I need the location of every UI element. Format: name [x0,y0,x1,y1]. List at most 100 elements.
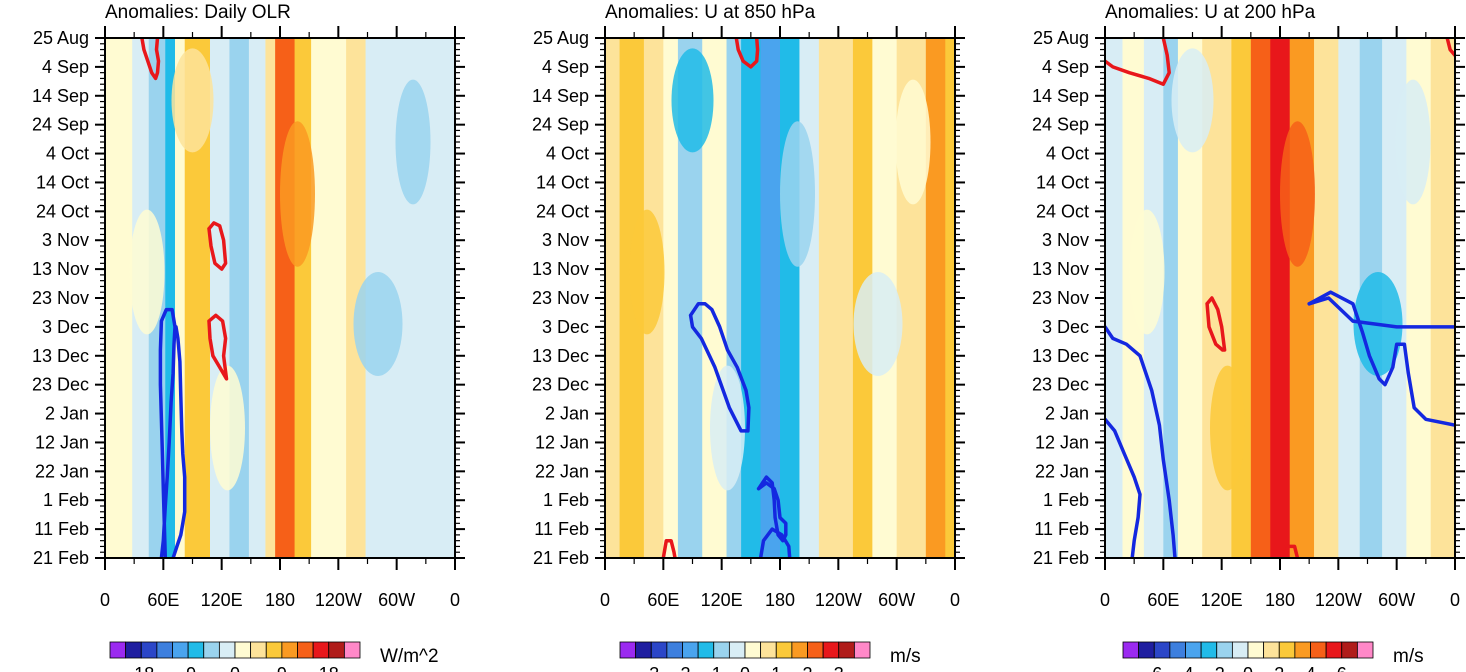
contour-negative-4 [1105,325,1177,558]
colorbar-swatch [140,641,158,659]
y-tick-label: 13 Dec [1032,346,1089,366]
x-tick-label: 60E [1147,590,1179,610]
colorbar-label: 0 [740,664,750,672]
band-3 [165,38,176,558]
band-15 [925,38,946,558]
band-0 [605,38,621,558]
y-tick-label: 21 Feb [533,548,589,568]
y-tick-label: 22 Jan [1035,461,1089,481]
panel-title: Anomalies: U at 200 hPa [1105,2,1316,23]
anomaly-patch-1 [780,121,815,267]
colorbar-swatch [650,641,668,659]
colorbar-swatch [1325,641,1343,659]
band-8 [248,38,266,558]
plot-area [105,38,455,558]
band-7 [1250,38,1271,558]
anomaly-patch-4 [1395,79,1431,205]
contour-negative-3 [158,307,177,558]
x-tick-label: 120E [701,590,743,610]
colorbar: -3 -2 -1 0 1 2 3 m/s [619,641,921,672]
colorbar-swatch [666,641,683,659]
colorbar-label: 0 [1243,664,1253,672]
anomaly-patch-0 [671,48,714,153]
y-tick-label: 3 Nov [1042,230,1089,250]
contour-negative-4 [758,527,792,558]
contour-negative-7 [1307,296,1455,329]
x-tick-label: 0 [950,590,960,610]
x-tick-label: 120E [201,590,243,610]
y-tick-label: 1 Feb [43,490,89,510]
colorbar-swatch [1169,641,1186,659]
colorbar-swatch [125,641,142,659]
colorbar-swatch [218,641,236,659]
colorbar-swatch [343,641,361,659]
x-tick-label: 120W [315,590,362,610]
contour-negative-2 [688,302,751,433]
y-tick-label: 14 Sep [1032,86,1089,106]
colorbar: -6 -4 -2 0 2 4 6 m/s [1122,641,1424,672]
y-tick-label: 12 Jan [1035,432,1089,452]
anomaly-patch-0 [1171,48,1214,153]
colorbar-label: 4 [1305,664,1315,672]
band-11 [818,38,854,558]
colorbar-swatch [697,641,715,659]
y-tick-label: 24 Sep [32,115,89,135]
contour-positive-0 [1105,38,1171,86]
band-8 [1270,38,1291,558]
band-10 [799,38,820,558]
band-16 [945,38,955,558]
anomaly-patch-1 [280,121,315,267]
colorbar-swatch [1231,641,1249,659]
y-tick-label: 23 Dec [1032,375,1089,395]
y-tick-label: 11 Feb [1034,519,1089,539]
band-10 [275,38,296,558]
y-tick-label: 23 Nov [532,288,589,308]
colorbar-swatch [682,641,699,659]
colorbar-swatch [1200,641,1218,659]
y-tick-label: 24 Sep [532,115,589,135]
colorbar-swatch [203,641,220,659]
y-tick-label: 13 Dec [532,346,589,366]
colorbar-swatch [109,641,127,659]
x-tick-label: 60E [147,590,179,610]
band-11 [1338,38,1361,558]
y-tick-label: 13 Dec [32,346,89,366]
anomaly-patch-5 [1129,209,1165,335]
colorbar-swatch [297,641,314,659]
colorbar-swatch [1263,641,1280,659]
contour-positive-2 [207,313,229,381]
colorbar-swatch [807,641,824,659]
colorbar-swatch [156,641,173,659]
band-3 [1163,38,1179,558]
band-7 [741,38,762,558]
y-tick-label: 14 Oct [536,172,589,192]
y-tick-label: 23 Nov [1032,288,1089,308]
colorbar-swatch [172,641,189,659]
y-tick-label: 2 Jan [45,404,89,424]
y-tick-label: 2 Jan [545,404,589,424]
colorbar-label: -1 [706,664,722,672]
x-tick-label: 180 [1265,590,1295,610]
y-tick-label: 3 Dec [1042,317,1089,337]
y-tick-label: 3 Nov [542,230,589,250]
colorbar-label: -6 [1146,664,1162,672]
panel-1: 25 Aug 4 Sep 14 Sep 24 Sep 4 Oct 14 Oct 24 Oct… [32,2,465,672]
colorbar-swatch [1247,641,1265,659]
plot-area [605,38,955,558]
band-9 [780,38,800,558]
colorbar-swatch [635,641,652,659]
y-tick-label: 4 Sep [1042,57,1089,77]
colorbar-unit: m/s [1393,646,1424,667]
colorbar-label: -9 [180,664,196,672]
y-tick-label: 13 Nov [1032,259,1089,279]
colorbar-swatch [713,641,730,659]
panel-title: Anomalies: Daily OLR [105,2,291,23]
x-tick-label: 60W [878,590,915,610]
y-tick-label: 14 Oct [1036,172,1089,192]
contour-positive-2 [1205,296,1227,352]
y-tick-label: 1 Feb [543,490,589,510]
y-tick-label: 13 Nov [32,259,89,279]
y-tick-label: 25 Aug [533,28,589,48]
colorbar-label: 9 [277,664,287,672]
colorbar-swatch [744,641,762,659]
